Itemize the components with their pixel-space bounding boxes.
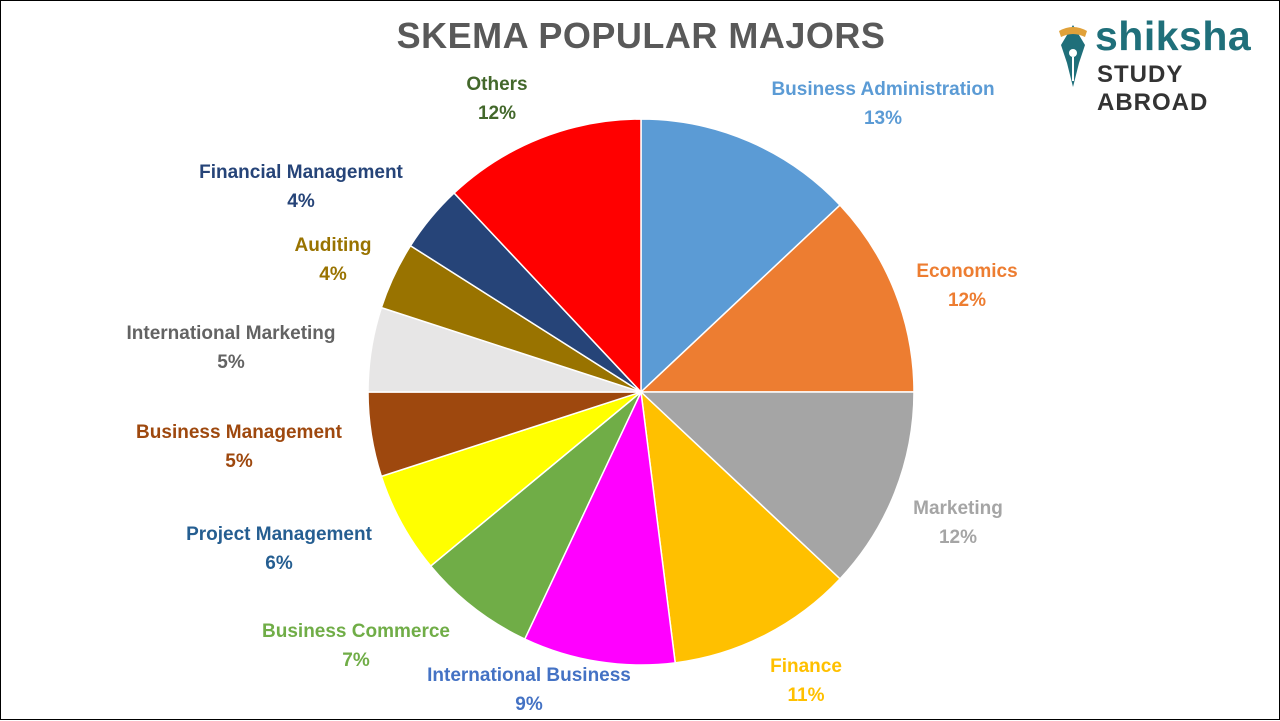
- slice-category-label: Finance: [770, 656, 842, 677]
- data-label-marketing: Marketing 12%: [913, 494, 1003, 552]
- slice-category-label: Others: [466, 74, 528, 95]
- pie-slice-marketing: [639, 391, 915, 580]
- data-label-finance: Finance 11%: [770, 652, 842, 710]
- slice-percent-label: 4%: [319, 264, 347, 285]
- slice-category-label: Business Commerce: [262, 621, 450, 642]
- data-label-financial-management: Financial Management 4%: [199, 158, 403, 216]
- slice-percent-label: 7%: [342, 650, 370, 671]
- slice-percent-label: 9%: [515, 694, 543, 715]
- shiksha-logo: shiksha STUDY ABROAD: [1055, 13, 1270, 116]
- slice-category-label: Business Management: [136, 422, 342, 443]
- slice-percent-label: 5%: [225, 451, 253, 472]
- pie-slice-economics: [639, 204, 915, 393]
- data-label-business-commerce: Business Commerce 7%: [262, 617, 450, 675]
- data-label-international-marketing: International Marketing 5%: [126, 319, 335, 377]
- slice-percent-label: 4%: [287, 191, 315, 212]
- slice-category-label: Auditing: [294, 235, 372, 256]
- pie-slice-others: [453, 118, 642, 394]
- slice-percent-label: 5%: [217, 352, 245, 373]
- slice-percent-label: 13%: [863, 108, 903, 129]
- slice-percent-label: 12%: [947, 290, 987, 311]
- slice-category-label: International Business: [427, 665, 631, 686]
- data-label-project-management: Project Management 6%: [186, 520, 372, 578]
- data-label-auditing: Auditing 4%: [294, 231, 371, 289]
- slice-category-label: Financial Management: [199, 162, 403, 183]
- slice-category-label: Marketing: [913, 498, 1003, 519]
- data-label-international-business: International Business 9%: [427, 661, 631, 719]
- slice-category-label: Economics: [916, 261, 1018, 282]
- pie-slice-international-business: [523, 389, 677, 666]
- slice-percent-label: 12%: [477, 103, 517, 124]
- slice-category-label: Project Management: [186, 524, 372, 545]
- logo-wordmark: shiksha: [1095, 13, 1252, 59]
- slice-percent-label: 6%: [265, 553, 293, 574]
- pen-nib-icon: [1059, 25, 1087, 87]
- data-label-business-management: Business Management 5%: [136, 418, 342, 476]
- chart-title: SKEMA POPULAR MAJORS: [396, 15, 886, 56]
- data-label-others: Others 12%: [466, 70, 527, 128]
- slice-category-label: Business Administration: [771, 79, 995, 100]
- slice-percent-label: 11%: [787, 685, 825, 706]
- logo-subtitle: STUDY ABROAD: [1097, 61, 1209, 116]
- slice-category-label: International Marketing: [126, 323, 336, 344]
- pie-slice-finance: [639, 390, 842, 664]
- slice-percent-label: 12%: [938, 527, 978, 548]
- data-label-business-administration: Business Administration 13%: [771, 75, 994, 133]
- pie-slice-business-administration: [640, 118, 842, 394]
- data-label-economics: Economics 12%: [916, 257, 1017, 315]
- pie-slice-business-commerce: [429, 391, 642, 641]
